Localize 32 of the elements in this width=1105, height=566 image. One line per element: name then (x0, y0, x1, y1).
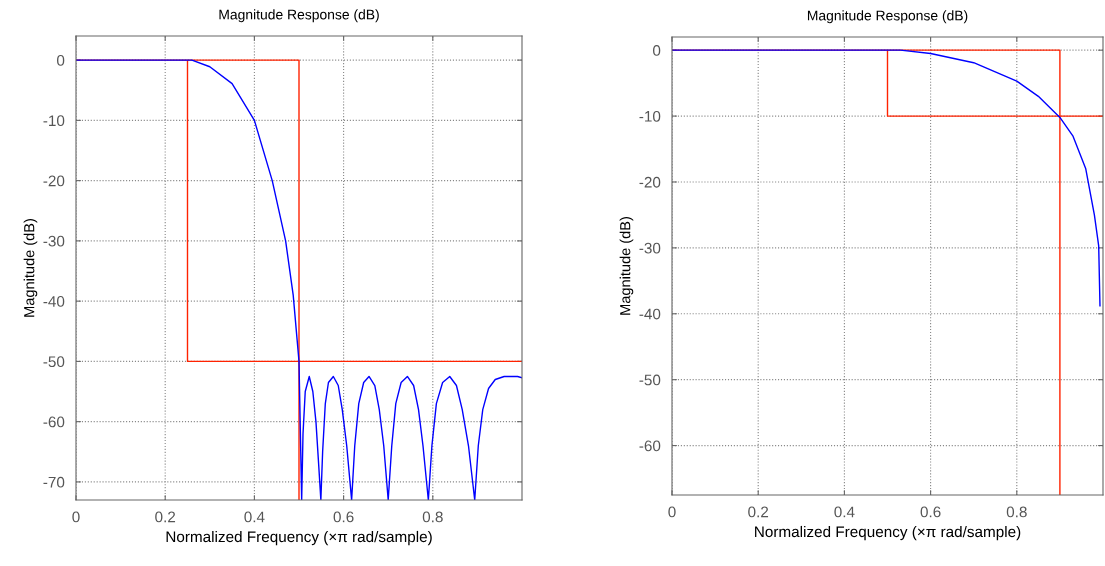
chart-title: Magnitude Response (dB) (807, 10, 968, 24)
y-tick-label: -40 (639, 308, 661, 320)
x-tick-label: 0 (72, 511, 80, 523)
y-tick-label: -20 (43, 175, 65, 187)
y-tick-label: -30 (639, 242, 661, 254)
line-series (672, 49, 1101, 307)
x-tick-label: 0.8 (422, 511, 443, 523)
y-tick-label: 0 (56, 54, 65, 66)
y-tick-label: 0 (652, 45, 661, 56)
x-tick-label: 0 (668, 506, 676, 518)
x-tick-label: 0.4 (244, 511, 265, 523)
x-tick-label: 0.6 (333, 511, 354, 523)
y-tick-label: -20 (639, 176, 661, 188)
x-tick-label: 0.2 (748, 506, 769, 518)
y-axis-title: Magnitude (dB) (619, 217, 634, 315)
chart-title: Magnitude Response (dB) (219, 9, 379, 23)
y-tick-label: -60 (43, 416, 65, 428)
x-axis-title: Normalized Frequency (×π rad/sample) (166, 530, 432, 546)
y-tick-label: -60 (639, 440, 661, 452)
x-axis-title: Normalized Frequency (×π rad/sample) (755, 525, 1021, 541)
y-tick-label: -30 (43, 235, 65, 247)
y-tick-label: -50 (639, 374, 661, 386)
y-tick-label: -50 (43, 356, 65, 368)
x-tick-label: 0.4 (834, 506, 855, 518)
y-tick-label: -10 (639, 110, 661, 122)
y-tick-label: -10 (43, 115, 65, 127)
y-tick-label: -40 (43, 296, 65, 307)
x-tick-label: 0.6 (920, 506, 941, 518)
y-tick-label: -70 (43, 476, 65, 488)
x-tick-label: 0.8 (1006, 506, 1027, 518)
x-tick-label: 0.2 (155, 511, 176, 523)
y-axis-title: Magnitude (dB) (23, 219, 38, 317)
